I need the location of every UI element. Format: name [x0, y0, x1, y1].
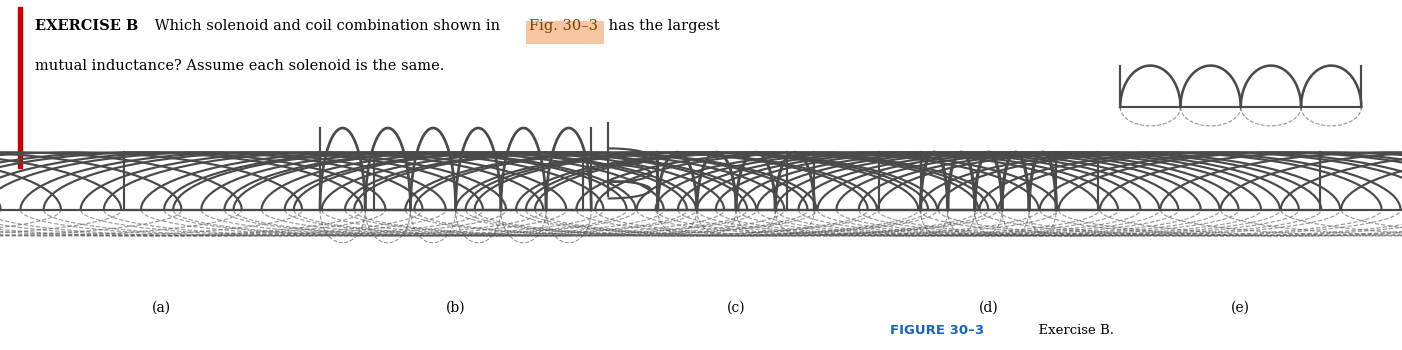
Text: Which solenoid and coil combination shown in: Which solenoid and coil combination show…: [150, 19, 505, 33]
Text: (a): (a): [151, 301, 171, 315]
Text: Fig. 30–3: Fig. 30–3: [529, 19, 597, 33]
Text: (b): (b): [446, 301, 465, 315]
Text: EXERCISE B: EXERCISE B: [35, 19, 139, 33]
Text: (e): (e): [1231, 301, 1251, 315]
Text: (d): (d): [979, 301, 998, 315]
Text: FIGURE 30–3: FIGURE 30–3: [890, 324, 984, 337]
Text: has the largest: has the largest: [604, 19, 719, 33]
Text: (c): (c): [726, 301, 746, 315]
FancyBboxPatch shape: [526, 21, 604, 44]
Bar: [18, 7, 22, 168]
Text: mutual inductance? Assume each solenoid is the same.: mutual inductance? Assume each solenoid …: [35, 60, 444, 74]
Text: Exercise B.: Exercise B.: [1030, 324, 1115, 337]
